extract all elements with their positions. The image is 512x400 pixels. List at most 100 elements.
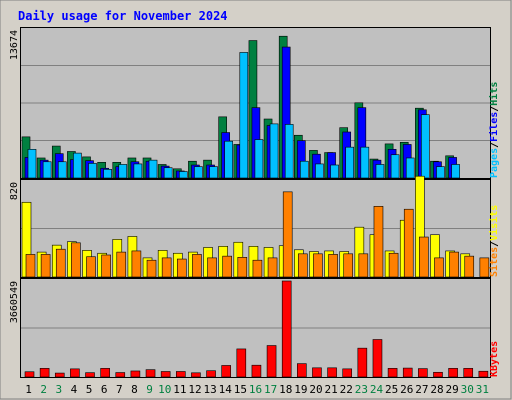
- bar-kbytes-day-21: [327, 367, 337, 378]
- bar-pages-day-8: [133, 163, 143, 179]
- y-axis-max-label: 13674: [9, 30, 20, 60]
- bar-pages-day-6: [103, 169, 112, 179]
- bar-pages-day-5: [88, 163, 97, 179]
- bar-sites-day-10: [161, 257, 172, 278]
- bar-kbytes-day-23: [357, 347, 368, 378]
- x-tick-label-day-9: 9: [146, 383, 153, 396]
- x-tick-label-day-7: 7: [116, 383, 123, 396]
- chart-panels: 13674Pages/Files/Hits820Sites/Visits3660…: [9, 27, 500, 378]
- chart-title: Daily usage for November 2024: [18, 9, 228, 23]
- bar-sites-day-2: [40, 254, 51, 278]
- bar-sites-day-4: [71, 242, 81, 278]
- bar-kbytes-day-13: [206, 370, 216, 378]
- bar-kbytes-day-17: [266, 345, 277, 378]
- bar-kbytes-day-26: [402, 367, 413, 378]
- right-axis-title: Sites/Visits: [488, 205, 500, 277]
- x-tick-label-day-24: 24: [370, 383, 384, 396]
- axis-title-visits: Visits: [488, 205, 500, 241]
- bar-kbytes-day-31: [478, 370, 489, 378]
- bar-sites-day-19: [298, 253, 308, 278]
- bar-pages-day-10: [163, 167, 173, 179]
- bar-pages-day-1: [27, 149, 37, 179]
- bar-pages-day-2: [42, 161, 52, 179]
- bar-pages-day-13: [209, 166, 218, 179]
- panel-2: 820 Sites/Visits: [9, 175, 500, 278]
- bar-kbytes-day-18: [281, 280, 292, 378]
- y-axis-max-label: 3660549: [9, 281, 20, 323]
- bar-pages-day-7: [118, 164, 128, 179]
- bar-pages-day-20: [315, 163, 324, 179]
- bar-kbytes-day-12: [191, 372, 201, 378]
- bar-sites-day-13: [207, 257, 217, 278]
- axis-title-sites: Sites: [488, 247, 500, 277]
- bar-pages-day-24: [375, 164, 385, 179]
- bar-sites-day-21: [328, 254, 338, 278]
- bar-sites-day-15: [237, 257, 248, 278]
- x-tick-label-day-31: 31: [476, 383, 489, 396]
- bar-kbytes-day-3: [54, 372, 65, 378]
- x-tick-label-day-10: 10: [158, 383, 171, 396]
- axis-title-separator: /: [489, 241, 500, 247]
- bar-pages-day-15: [239, 52, 249, 179]
- x-tick-label-day-8: 8: [131, 383, 138, 396]
- bar-pages-day-14: [224, 140, 233, 179]
- bar-sites-day-14: [222, 255, 232, 278]
- bar-sites-day-29: [449, 251, 459, 278]
- x-tick-label-day-21: 21: [325, 383, 338, 396]
- bar-kbytes-day-16: [251, 364, 262, 378]
- bar-kbytes-day-24: [372, 339, 383, 378]
- bar-sites-day-30: [464, 255, 475, 278]
- bar-sites-day-28: [434, 257, 444, 278]
- series-bars: [21, 175, 490, 278]
- bar-sites-day-27: [419, 236, 429, 278]
- bar-kbytes-day-10: [160, 371, 171, 378]
- bar-pages-day-12: [194, 166, 203, 179]
- bar-pages-day-28: [436, 166, 445, 179]
- bar-pages-day-25: [390, 154, 400, 179]
- bar-pages-day-9: [148, 159, 158, 179]
- bar-kbytes-day-1: [24, 371, 35, 378]
- x-tick-label-day-18: 18: [279, 383, 292, 396]
- x-tick-label-day-25: 25: [385, 383, 398, 396]
- axis-title-files: Files: [488, 112, 500, 142]
- bar-kbytes-day-30: [463, 368, 474, 378]
- bar-pages-day-21: [330, 164, 339, 179]
- axis-title-kbytes: KBytes: [489, 341, 500, 377]
- bar-pages-day-23: [360, 146, 370, 179]
- x-tick-label-day-28: 28: [430, 383, 443, 396]
- x-tick-label-day-20: 20: [309, 383, 322, 396]
- bar-sites-day-20: [313, 253, 323, 278]
- bar-sites-day-16: [252, 259, 263, 278]
- bar-pages-day-19: [300, 160, 309, 179]
- bar-kbytes-day-22: [342, 368, 353, 378]
- bar-pages-day-27: [421, 114, 430, 179]
- bar-kbytes-day-27: [418, 368, 428, 378]
- x-tick-label-day-30: 30: [461, 383, 474, 396]
- x-tick-label-day-11: 11: [173, 383, 186, 396]
- bar-sites-day-7: [116, 251, 127, 278]
- bar-sites-day-24: [373, 206, 384, 278]
- x-tick-label-day-27: 27: [415, 383, 428, 396]
- x-tick-label-day-13: 13: [203, 383, 216, 396]
- right-axis-title: KBytes: [489, 341, 500, 377]
- x-tick-label-day-14: 14: [219, 383, 233, 396]
- axis-title-separator: /: [489, 142, 500, 148]
- series-bars: [21, 35, 460, 179]
- bar-kbytes-day-20: [312, 367, 322, 378]
- bar-sites-day-3: [55, 248, 66, 278]
- axis-title-pages: Pages: [489, 148, 500, 178]
- x-tick-label-day-1: 1: [25, 383, 32, 396]
- bar-sites-day-12: [192, 254, 202, 278]
- axis-title-hits: Hits: [488, 82, 500, 106]
- bar-pages-day-22: [345, 146, 355, 179]
- x-tick-label-day-15: 15: [234, 383, 247, 396]
- bar-sites-day-25: [388, 252, 399, 278]
- bar-pages-day-3: [57, 161, 67, 179]
- bar-kbytes-day-28: [433, 371, 443, 378]
- bar-pages-day-11: [178, 171, 188, 179]
- bar-kbytes-day-29: [448, 368, 458, 378]
- x-axis-day-labels: 1 2 3 4 5 6 7 8 9 10 11 12 13 14 15 16 17 18 19 20 21 22 23 24 2…: [25, 383, 489, 396]
- bar-sites-day-26: [403, 208, 414, 278]
